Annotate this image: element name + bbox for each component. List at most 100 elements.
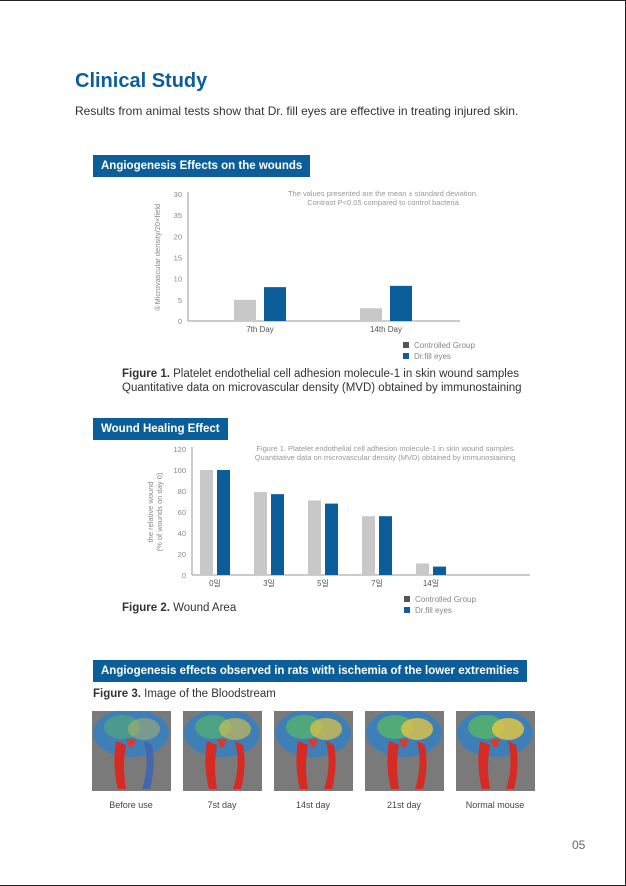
perfusion-yellow	[310, 718, 342, 740]
y-tick-label: 5	[178, 296, 182, 305]
left-limb-vessel	[478, 741, 490, 789]
bar	[234, 299, 256, 321]
bar	[264, 287, 286, 321]
y-tick-label: 15	[174, 254, 182, 263]
perfusion-yellow	[219, 718, 251, 740]
page-number: 05	[572, 838, 586, 852]
legend-label: Controlled Group	[414, 341, 475, 350]
legend-swatch	[404, 607, 410, 613]
left-limb-vessel	[387, 741, 399, 789]
bar	[390, 285, 412, 321]
x-tick-label: 5일	[317, 579, 329, 588]
x-tick-label: 14일	[423, 579, 439, 588]
y-tick-label: 40	[178, 529, 186, 538]
chart1-svg: 0 5 10 15 20 35 30 ①Microvascular density/20×fi…	[153, 189, 478, 361]
figure3-text: Image of the Bloodstream	[144, 688, 276, 700]
y-tick-label: 20	[178, 550, 186, 559]
chart2-svg: 0 20 40 60 80 100 120 the relative wound (% of w…	[146, 444, 530, 615]
bloodstream-image-graphic	[274, 709, 353, 791]
bloodstream-image-graphic	[365, 709, 444, 791]
x-tick-label: 0일	[209, 579, 221, 588]
right-limb-vessel	[142, 741, 154, 789]
perfusion-yellow	[492, 718, 524, 740]
right-limb-vessel	[506, 741, 518, 789]
chart-microvascular-density: 0 5 10 15 20 35 30 ①Microvascular density/20×fi…	[150, 185, 490, 363]
center-vessel	[126, 739, 136, 748]
bloodstream-image-label: Before use	[109, 800, 153, 810]
chart-wound-area: 0 20 40 60 80 100 120 the relative wound (% of w…	[140, 440, 540, 620]
y-tick-label: 80	[178, 487, 186, 496]
left-limb-vessel	[296, 741, 308, 789]
y-axis-label: the relative wound	[146, 482, 155, 543]
chart-note-line2: Contrast P<0.05 compared to control bact…	[307, 198, 459, 207]
bloodstream-image-label: Normal mouse	[465, 800, 525, 810]
bloodstream-image	[365, 709, 444, 791]
center-vessel	[490, 739, 500, 748]
section-heading-ischemia: Angiogenesis effects observed in rats wi…	[93, 660, 527, 682]
right-limb-vessel	[324, 741, 336, 789]
y-tick-label: 10	[174, 275, 182, 284]
figure3-label: Figure 3.	[93, 688, 141, 700]
figure1-label: Figure 1.	[122, 368, 170, 380]
legend-label: Dr.fill eyes	[415, 606, 452, 615]
bloodstream-image-graphic	[456, 709, 535, 791]
x-tick-label: 7th Day	[246, 325, 274, 334]
bar	[362, 516, 375, 575]
y-axis-label: ①Microvascular density/20×field	[153, 204, 162, 311]
y-tick-label: 0	[178, 317, 182, 326]
legend-swatch	[404, 596, 410, 602]
bar	[360, 308, 382, 321]
y-tick-label: 30	[174, 190, 182, 199]
bar	[217, 470, 230, 575]
right-limb-vessel	[233, 741, 245, 789]
figure1-line2: Quantitative data on microvascular densi…	[122, 382, 522, 394]
legend-swatch	[403, 353, 409, 359]
center-vessel	[399, 739, 409, 748]
section-heading-wound-healing: Wound Healing Effect	[93, 418, 228, 440]
legend-swatch	[403, 342, 409, 348]
y-axis-label: (% of wounds on day 0)	[155, 472, 164, 551]
y-tick-label: 120	[173, 445, 186, 454]
y-tick-label: 100	[173, 466, 186, 475]
bar	[308, 500, 321, 575]
perfusion-yellow	[401, 718, 433, 740]
bloodstream-image-graphic	[92, 709, 171, 791]
bloodstream-image	[274, 709, 353, 791]
center-vessel	[308, 739, 318, 748]
bloodstream-image-graphic	[183, 709, 262, 791]
chart-note-line1: The values presented are the mean ± stan…	[288, 189, 478, 198]
bloodstream-image-label: 7st day	[207, 800, 237, 810]
perfusion-yellow	[128, 718, 160, 740]
figure1-caption: Figure 1. Platelet endothelial cell adhe…	[122, 367, 522, 395]
y-tick-label: 60	[178, 508, 186, 517]
figure3-caption: Figure 3. Image of the Bloodstream	[93, 687, 276, 701]
bloodstream-image-label: 21st day	[386, 800, 422, 810]
intro-text: Results from animal tests show that Dr. …	[75, 104, 519, 118]
chart-note-line2: Quantitative data on microvascular densi…	[255, 453, 516, 462]
bloodstream-image	[92, 709, 171, 791]
right-limb-vessel	[415, 741, 427, 789]
y-tick-label: 0	[182, 571, 186, 580]
y-tick-label: 35	[174, 211, 182, 220]
bar	[433, 566, 446, 575]
bloodstream-image	[456, 709, 535, 791]
bar	[416, 563, 429, 575]
bar	[254, 492, 267, 575]
bar	[200, 470, 213, 575]
x-tick-label: 7일	[371, 579, 383, 588]
figure2-caption: Figure 2. Wound Area	[122, 601, 236, 615]
center-vessel	[217, 739, 227, 748]
section-heading-angiogenesis: Angiogenesis Effects on the wounds	[93, 155, 311, 177]
perfusion-green	[104, 715, 140, 739]
page-title: Clinical Study	[75, 70, 208, 92]
legend-label: Dr.fill eyes	[414, 352, 451, 361]
bar	[379, 516, 392, 575]
x-tick-label: 14th Day	[370, 325, 402, 334]
y-tick-label: 20	[174, 232, 182, 241]
figure2-text: Wound Area	[173, 602, 237, 614]
left-limb-vessel	[205, 741, 217, 789]
legend-label: Controlled Group	[415, 595, 476, 604]
figure2-label: Figure 2.	[122, 602, 170, 614]
figure1-line1: Platelet endothelial cell adhesion molec…	[173, 368, 519, 380]
bar	[271, 494, 284, 575]
